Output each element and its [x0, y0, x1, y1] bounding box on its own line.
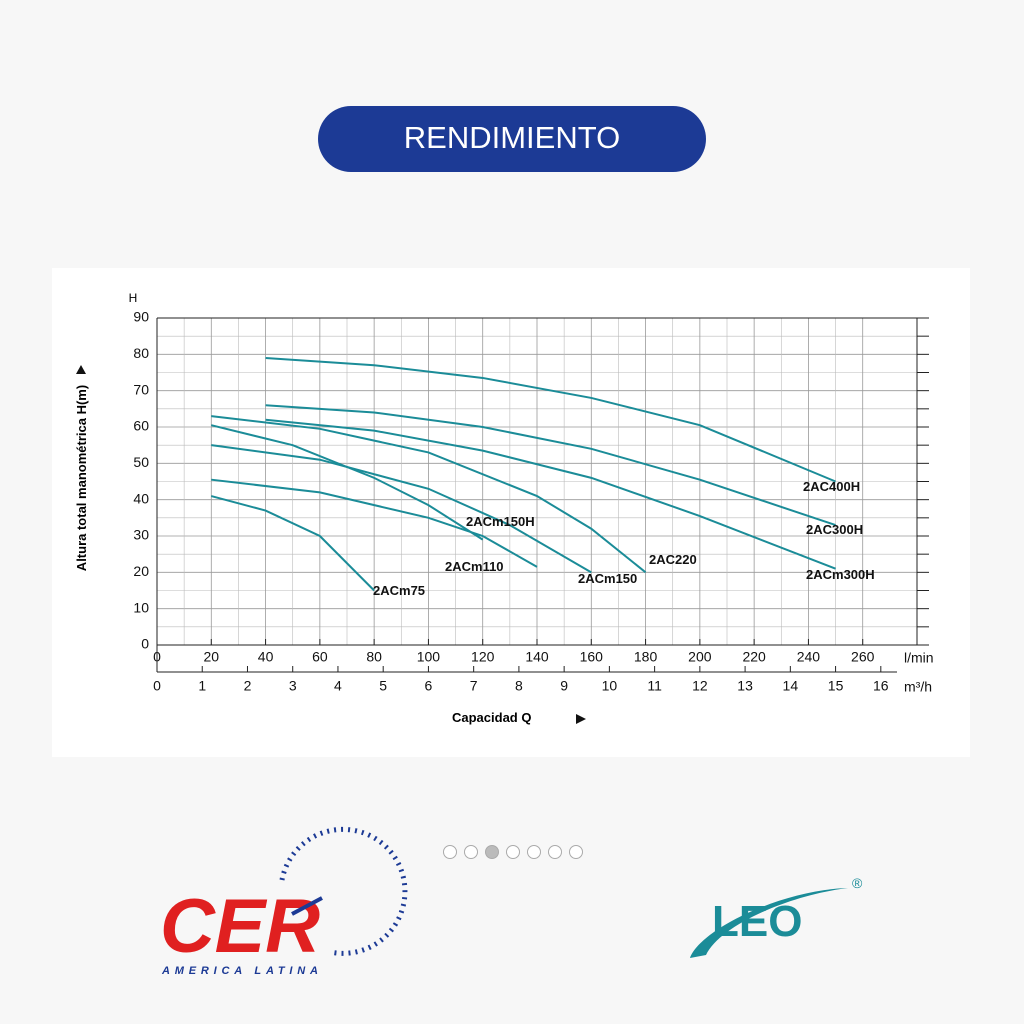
y-tick-label: 0	[141, 636, 149, 652]
series-label: 2ACm110	[445, 559, 504, 574]
leo-logo: LEO ®	[690, 875, 863, 958]
x-unit: l/min	[904, 650, 934, 666]
x2-tick-label: 0	[153, 678, 161, 694]
series-label: 2ACm150	[578, 571, 637, 586]
x-tick-label: 160	[580, 649, 604, 665]
series-label: 2AC220	[649, 552, 697, 567]
x-title: Capacidad Q	[452, 710, 531, 725]
series-label: 2ACm75	[373, 583, 425, 598]
dot-active[interactable]	[485, 845, 499, 859]
x2-tick-label: 12	[692, 678, 708, 694]
dot[interactable]	[443, 845, 457, 859]
y-unit: H	[129, 291, 138, 305]
curve	[265, 356, 836, 483]
cer-subtitle: AMERICA LATINA	[161, 965, 318, 977]
x2-tick-label: 10	[602, 678, 618, 694]
x2-tick-label: 11	[647, 678, 662, 694]
x-tick-label: 260	[851, 649, 875, 665]
x-arrow	[576, 714, 586, 724]
y-title: Altura total manométrica H(m)	[74, 385, 89, 571]
x-tick-label: 220	[742, 649, 766, 665]
x2-tick-label: 7	[470, 678, 478, 694]
dot[interactable]	[506, 845, 520, 859]
y-tick-label: 90	[133, 309, 149, 325]
x2-tick-label: 9	[560, 678, 568, 694]
y-tick-label: 10	[133, 599, 149, 615]
y-tick-label: 50	[133, 454, 149, 470]
curve	[265, 404, 836, 527]
x2-tick-label: 4	[334, 678, 342, 694]
x-tick-label: 80	[366, 649, 382, 665]
x-tick-label: 100	[417, 649, 441, 665]
leo-registered: ®	[852, 875, 863, 891]
x-tick-label: 40	[258, 649, 274, 665]
y-arrow	[76, 365, 86, 374]
x2-tick-label: 1	[198, 678, 206, 694]
x2-tick-label: 5	[379, 678, 387, 694]
y-tick-label: 20	[133, 563, 149, 579]
curve	[211, 415, 647, 574]
x2-tick-label: 14	[783, 678, 799, 694]
x2-tick-label: 8	[515, 678, 523, 694]
y-tick-label: 30	[133, 527, 149, 543]
y-tick-label: 70	[133, 381, 149, 397]
x-tick-label: 120	[471, 649, 495, 665]
x2-tick-label: 2	[244, 678, 252, 694]
cer-text: CER	[160, 884, 320, 969]
series-label: 2AC300H	[806, 522, 863, 537]
carousel-dots	[443, 845, 583, 859]
leo-swoosh	[690, 888, 848, 958]
dot[interactable]	[527, 845, 541, 859]
leo-text: LEO	[712, 897, 802, 946]
cer-logo: CER AMERICA LATINA	[160, 826, 408, 977]
x-tick-label: 140	[525, 649, 549, 665]
x2-tick-label: 16	[873, 678, 889, 694]
y-tick-label: 40	[133, 490, 149, 506]
series-label: 2AC400H	[803, 479, 860, 494]
x-tick-label: 180	[634, 649, 658, 665]
curve	[211, 424, 484, 541]
gauge-needle	[291, 896, 323, 916]
y-tick-label: 80	[133, 345, 149, 361]
dot[interactable]	[548, 845, 562, 859]
curve	[265, 418, 836, 570]
curve	[211, 495, 375, 592]
series-label: 2ACm150H	[466, 514, 535, 529]
curve	[211, 444, 592, 574]
chart: 0 10 20 30 40 50 60 70 80 90 0 20 40 60 80 100 120 140 160…	[74, 291, 934, 725]
x2-tick-label: 3	[289, 678, 297, 694]
x-tick-label: 200	[688, 649, 712, 665]
x2-unit: m³/h	[904, 679, 932, 695]
x-tick-label: 240	[797, 649, 821, 665]
x-tick-label: 60	[312, 649, 328, 665]
x2-tick-label: 13	[737, 678, 753, 694]
x2-tick-label: 15	[828, 678, 844, 694]
x2-tick-label: 6	[425, 678, 433, 694]
x-tick-label: 20	[203, 649, 219, 665]
dot[interactable]	[464, 845, 478, 859]
series-label: 2ACm300H	[806, 567, 875, 582]
curve	[211, 478, 538, 568]
page-title: RENDIMIENTO	[404, 120, 620, 155]
title-pill	[318, 106, 706, 172]
dot[interactable]	[569, 845, 583, 859]
chart-card	[52, 268, 970, 757]
y-tick-label: 60	[133, 418, 149, 434]
